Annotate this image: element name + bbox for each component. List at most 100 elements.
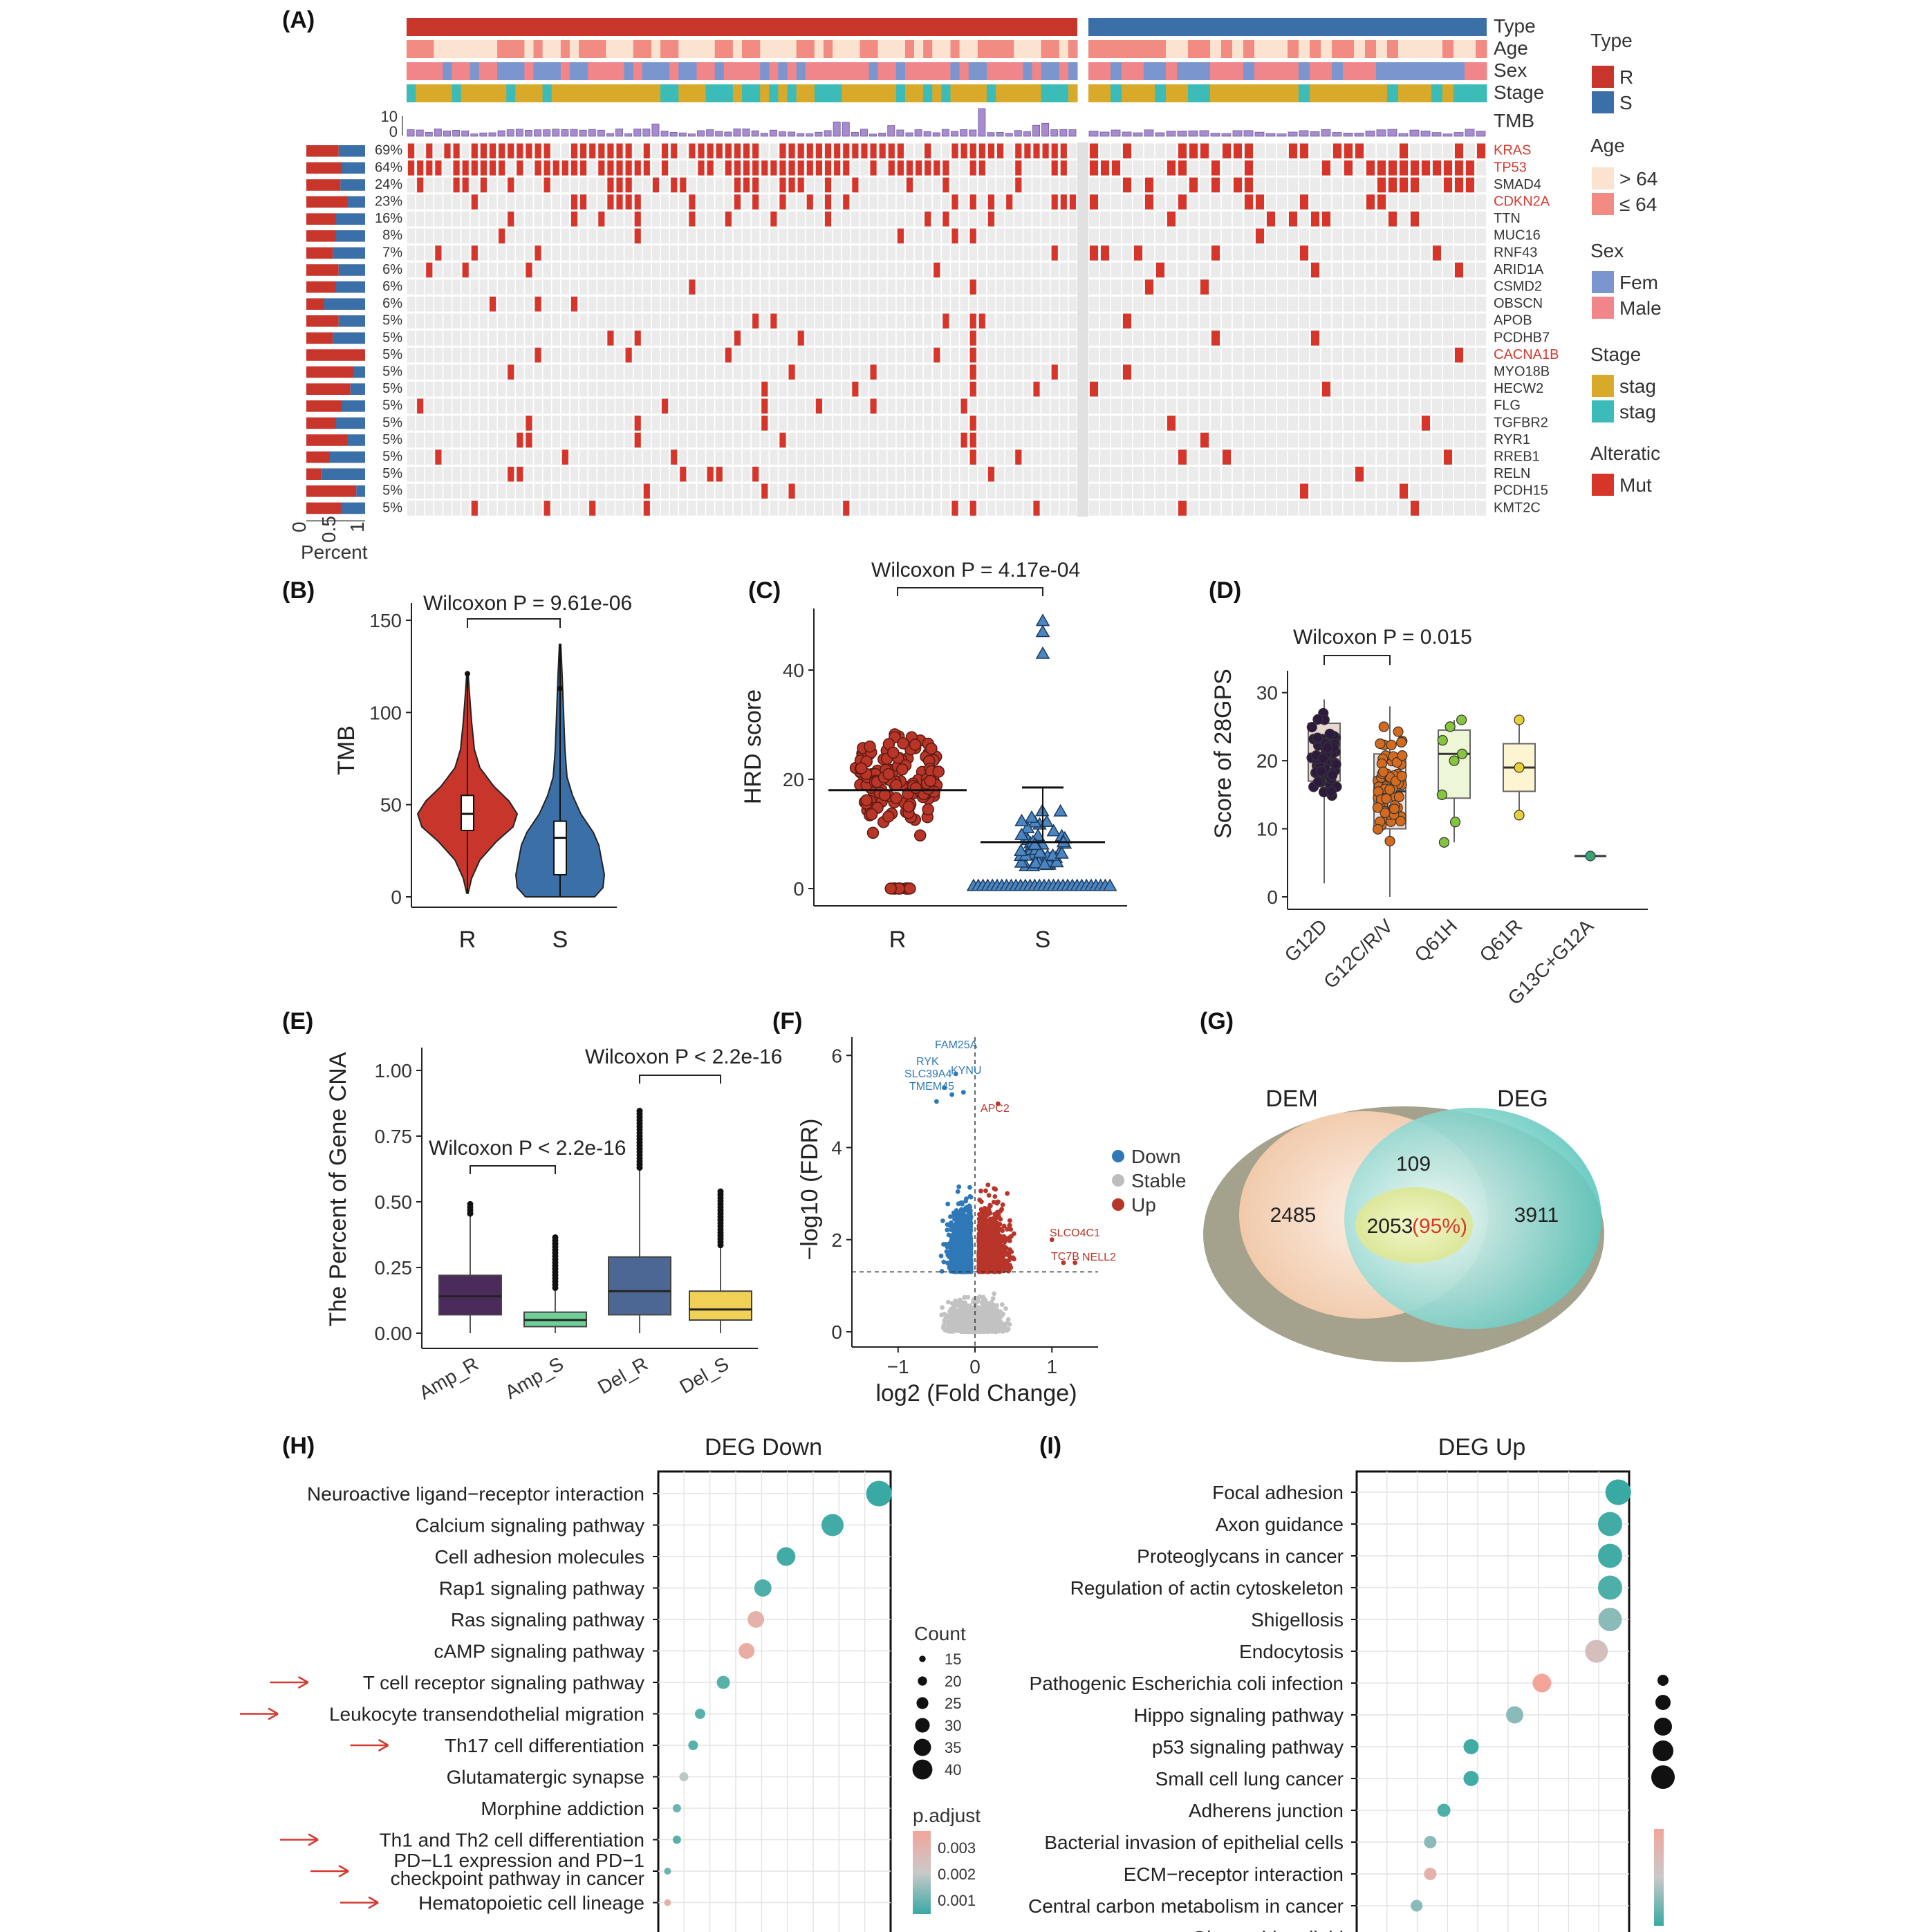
track-stage-cell (1221, 84, 1233, 102)
grid-cell (543, 228, 551, 244)
mutation-mark (779, 432, 786, 448)
e-outlier (552, 1234, 559, 1241)
grid-cell (624, 364, 633, 380)
grid-cell (742, 211, 751, 227)
track-stage-cell (1442, 84, 1454, 102)
grid-cell (1453, 313, 1465, 329)
d-xtick-label: Q61R (1476, 915, 1527, 966)
grid-cell (1041, 416, 1050, 431)
grid-cell (724, 483, 733, 499)
track-stage-cell (941, 84, 951, 102)
mutation-mark (570, 296, 578, 312)
grid-cell (1465, 194, 1476, 210)
grid-cell (987, 449, 996, 465)
grid-cell (425, 313, 434, 329)
grid-cell (1232, 245, 1243, 261)
track-sex-cell (560, 62, 570, 80)
track-sex-cell (950, 62, 960, 80)
grid-cell (479, 194, 488, 210)
grid-cell (869, 449, 877, 465)
grid-cell (651, 228, 660, 244)
grid-cell (624, 501, 633, 516)
grid-cell (1041, 331, 1050, 346)
grid-cell (407, 228, 416, 244)
grid-cell (1321, 313, 1332, 329)
grid-cell (579, 279, 588, 295)
tmb-bar (941, 129, 949, 137)
grid-cell (1210, 228, 1221, 244)
grid-cell (679, 347, 687, 363)
grid-cell (561, 177, 570, 193)
grid-cell (1133, 313, 1144, 329)
grid-cell (660, 245, 669, 261)
track-age-cell (1365, 40, 1377, 58)
mutation-mark (960, 398, 967, 414)
grid-cell (651, 279, 660, 295)
track-age-cell (1398, 40, 1410, 58)
track-age-cell (425, 40, 434, 58)
grid-cell (1221, 177, 1232, 193)
grid-cell (1265, 313, 1276, 329)
mutation-mark (671, 143, 678, 159)
mutation-mark (734, 194, 741, 210)
mutation-mark (752, 177, 759, 193)
grid-cell (1177, 347, 1188, 363)
mutation-mark (1234, 177, 1242, 193)
tmb-bar (1023, 131, 1031, 137)
grid-cell (552, 449, 561, 465)
c-wilcoxon: Wilcoxon P = 4.17e-04 (871, 559, 1080, 582)
grid-cell (1014, 432, 1023, 448)
grid-cell (1068, 313, 1077, 329)
mutation-mark (561, 160, 568, 176)
grid-cell (1133, 398, 1144, 414)
grid-cell (1299, 279, 1310, 295)
mutation-mark (408, 160, 415, 176)
percent-bar-r (306, 468, 322, 480)
d-point (1393, 726, 1404, 737)
grid-cell (797, 416, 805, 431)
grid-cell (1166, 449, 1177, 465)
grid-cell (742, 466, 751, 482)
tmb-bar (779, 131, 786, 137)
track-age-cell (1387, 40, 1399, 58)
d-ytick-label: 0 (1267, 886, 1278, 908)
gene-percent: 16% (375, 211, 402, 226)
grid-cell (860, 211, 869, 227)
track-age-cell (1243, 40, 1255, 58)
grid-cell (1332, 194, 1343, 210)
d-point (1514, 762, 1525, 773)
grid-cell (1014, 347, 1023, 363)
grid-cell (1068, 160, 1077, 176)
grid-cell (1376, 416, 1387, 431)
grid-cell (606, 347, 615, 363)
mutation-mark (1090, 381, 1098, 397)
percent-axis-05: 0.5 (318, 516, 340, 543)
grid-cell (1032, 483, 1041, 499)
c-bracket (897, 587, 1043, 596)
mutation-mark (734, 331, 741, 346)
mutation-mark (960, 432, 967, 448)
grid-cell (1288, 177, 1299, 193)
tmb-bar (1310, 131, 1320, 137)
mutation-mark (1455, 143, 1463, 159)
track-stage-cell (515, 84, 525, 102)
grid-cell (425, 347, 434, 363)
grid-cell (715, 313, 723, 329)
grid-cell (1321, 432, 1332, 448)
grid-cell (761, 194, 769, 210)
gene-percent: 5% (382, 398, 402, 414)
track-age-cell (723, 40, 734, 58)
grid-cell (887, 347, 896, 363)
track-sex-cell (1465, 62, 1476, 80)
grid-cell (1068, 381, 1077, 397)
grid-cell (1232, 466, 1243, 482)
grid-cell (761, 245, 769, 261)
grid-cell (407, 416, 416, 431)
grid-cell (1354, 279, 1365, 295)
track-age-cell (842, 40, 851, 58)
grid-cell (452, 466, 461, 482)
grid-cell (1376, 347, 1387, 363)
mutation-mark (471, 143, 478, 159)
mutation-mark (508, 211, 514, 227)
